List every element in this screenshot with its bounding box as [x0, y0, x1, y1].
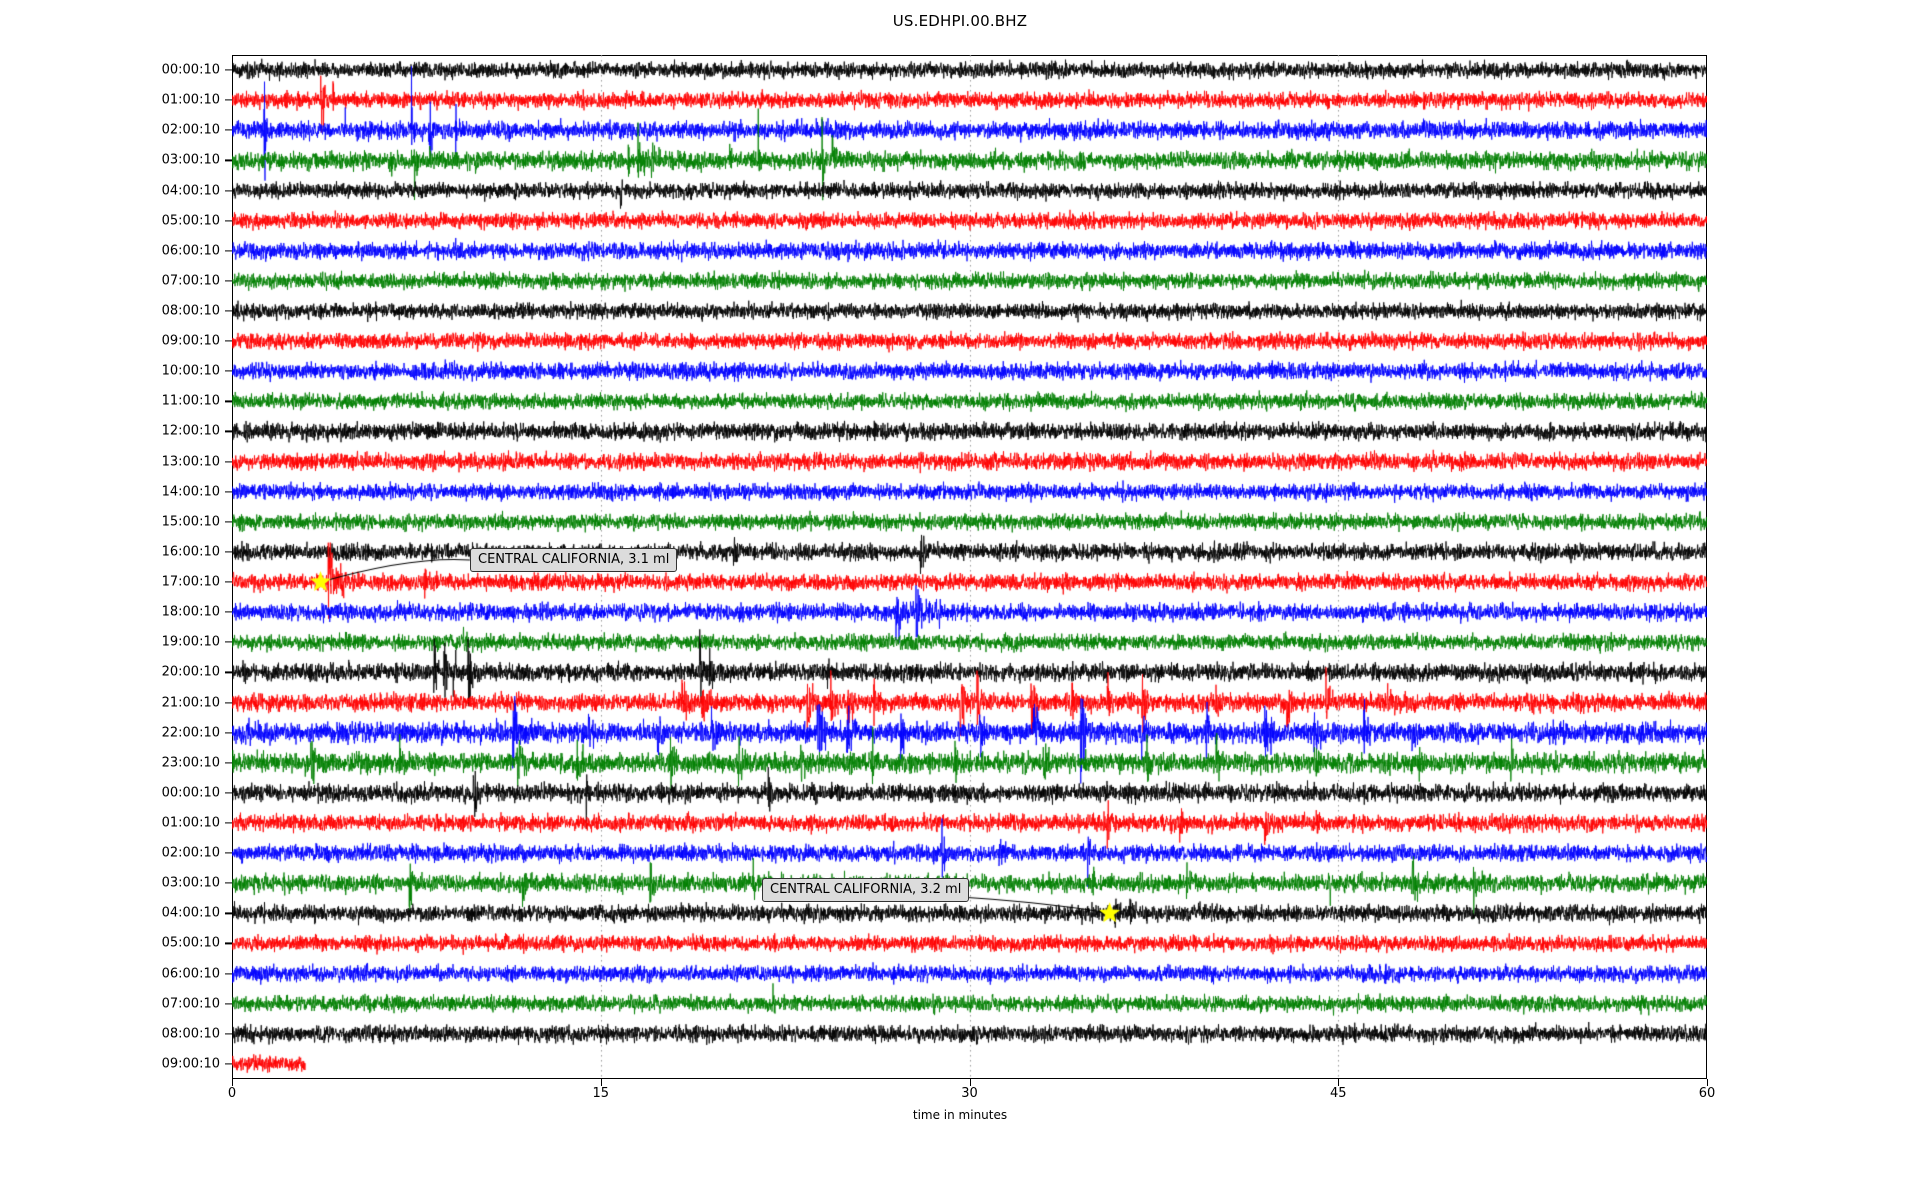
y-axis-tick-mark	[225, 69, 232, 71]
y-axis-tick-mark	[225, 460, 232, 463]
x-axis-tick-label: 0	[227, 1086, 237, 1101]
y-axis-tick-mark	[225, 1033, 232, 1035]
y-axis-tick-label: 01:00:10	[161, 92, 220, 108]
y-axis-tick-mark	[225, 521, 232, 523]
y-axis-tick-mark	[225, 671, 232, 673]
y-axis-tick-label: 04:00:10	[161, 905, 220, 921]
y-axis-tick-mark	[225, 310, 232, 312]
y-axis-tick-mark	[225, 1063, 232, 1065]
seismogram-traces-canvas	[232, 55, 1707, 1079]
x-axis-tick-label: 15	[592, 1086, 610, 1101]
x-axis-tick-label: 30	[961, 1086, 978, 1101]
y-axis-tick-label: 02:00:10	[161, 845, 220, 861]
y-axis-tick-label: 08:00:10	[161, 1026, 220, 1042]
y-axis-tick-mark	[225, 400, 232, 402]
y-axis-tick-mark	[225, 912, 232, 914]
y-axis-tick-mark	[225, 1003, 232, 1005]
y-axis-tick-label: 09:00:10	[161, 333, 220, 349]
y-axis-tick-label: 00:00:10	[161, 785, 220, 801]
y-axis-tick-label: 03:00:10	[161, 875, 220, 891]
y-axis-tick-label: 07:00:10	[161, 996, 220, 1012]
x-axis-label: time in minutes	[912, 1108, 1008, 1122]
y-axis-tick-label: 11:00:10	[161, 393, 220, 409]
y-axis-tick-label: 05:00:10	[161, 935, 220, 951]
y-axis-tick-mark	[225, 972, 232, 975]
y-axis-tick-mark	[225, 882, 232, 884]
y-axis-tick-label: 14:00:10	[161, 484, 220, 500]
y-axis-tick-label: 06:00:10	[161, 966, 220, 982]
x-axis-tick-label: 45	[1329, 1086, 1347, 1101]
y-axis-tick-mark	[225, 340, 232, 342]
y-axis-tick-label: 00:00:10	[161, 62, 220, 78]
y-axis-tick-mark	[225, 159, 232, 161]
y-axis-tick-label: 03:00:10	[161, 152, 220, 168]
y-axis-tick-label: 15:00:10	[161, 514, 220, 530]
y-axis-tick-mark	[225, 551, 232, 553]
y-axis-tick-label: 01:00:10	[161, 815, 220, 831]
x-axis-tick-mark	[232, 1079, 234, 1086]
y-axis-tick-mark	[225, 220, 232, 222]
y-axis-tick-mark	[225, 942, 232, 945]
y-axis-tick-mark	[225, 641, 232, 643]
y-axis-tick-label: 18:00:10	[161, 604, 220, 620]
y-axis-tick-mark	[225, 822, 232, 824]
y-axis-tick-mark	[225, 732, 232, 734]
y-axis-tick-mark	[225, 611, 232, 613]
y-axis-tick-mark	[225, 792, 232, 794]
y-axis-tick-label: 21:00:10	[161, 695, 220, 711]
y-axis-tick-label: 06:00:10	[161, 243, 220, 259]
y-axis-tick-mark	[225, 430, 232, 433]
page-title: US.EDHPI.00.BHZ	[892, 12, 1028, 30]
y-axis-tick-mark	[225, 491, 232, 493]
y-axis-tick-mark	[225, 129, 232, 131]
y-axis-tick-mark	[225, 99, 232, 101]
y-axis-tick-mark	[225, 189, 232, 192]
y-axis-tick-mark	[225, 280, 232, 282]
y-axis-tick-mark	[225, 762, 232, 764]
y-axis-tick-label: 07:00:10	[161, 273, 220, 289]
x-axis-tick-mark	[600, 1079, 602, 1086]
x-axis-tick-label: 60	[1698, 1086, 1716, 1101]
y-axis-tick-label: 04:00:10	[161, 183, 220, 199]
y-axis-tick-mark	[225, 701, 232, 704]
y-axis-tick-mark	[225, 250, 232, 252]
y-axis-tick-label: 05:00:10	[161, 213, 220, 229]
x-axis-tick-mark	[1707, 1079, 1709, 1086]
y-axis-tick-label: 08:00:10	[161, 303, 220, 319]
y-axis-tick-label: 19:00:10	[161, 634, 220, 650]
y-axis-tick-mark	[225, 581, 232, 583]
y-axis-tick-label: 12:00:10	[161, 423, 220, 439]
x-axis-tick-mark	[1338, 1079, 1340, 1086]
y-axis-tick-label: 17:00:10	[161, 574, 220, 590]
y-axis-tick-label: 20:00:10	[161, 664, 220, 680]
y-axis-tick-label: 10:00:10	[161, 363, 220, 379]
y-axis-tick-label: 22:00:10	[161, 725, 220, 741]
y-axis-tick-mark	[225, 370, 232, 372]
y-axis-tick-mark	[225, 852, 232, 854]
x-axis-tick-mark	[969, 1079, 971, 1086]
y-axis-tick-label: 13:00:10	[161, 454, 220, 470]
y-axis-tick-label: 16:00:10	[161, 544, 220, 560]
y-axis-tick-label: 02:00:10	[161, 122, 220, 138]
y-axis-tick-label: 09:00:10	[161, 1056, 220, 1072]
y-axis-tick-label: 23:00:10	[161, 755, 220, 771]
